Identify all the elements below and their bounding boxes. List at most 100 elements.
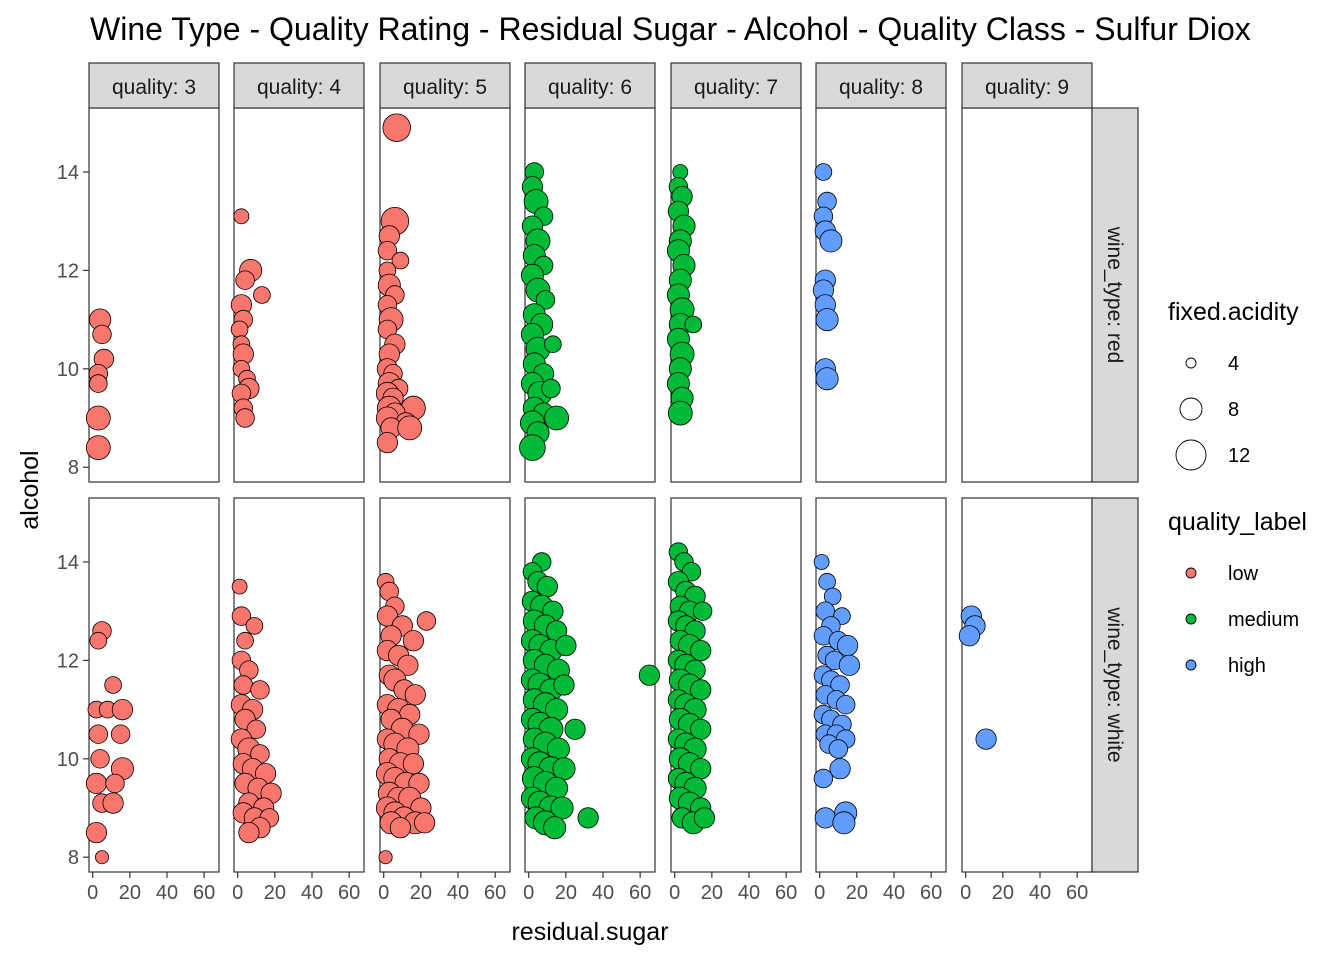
- point-medium-71: [543, 816, 567, 840]
- x-tick-label-4-0: 0: [669, 882, 680, 904]
- point-low-134: [413, 812, 436, 834]
- y-tick-label-0-10: 10: [57, 359, 79, 381]
- size-legend-key-4: [1185, 357, 1197, 369]
- row-strip-0: [1091, 107, 1139, 483]
- point-medium-54: [564, 718, 586, 740]
- point-low-13: [88, 724, 109, 744]
- series-low: [85, 113, 437, 865]
- point-low-12: [111, 698, 134, 721]
- point-low-65: [238, 821, 260, 844]
- x-tick-label-0-20: 20: [119, 882, 141, 904]
- x-tick-label-6-60: 60: [1066, 882, 1088, 904]
- col-strip-4: [670, 62, 802, 109]
- point-high-22: [838, 654, 861, 676]
- point-low-4: [89, 374, 108, 393]
- point-high-28: [836, 695, 856, 715]
- series-high: [812, 163, 997, 835]
- point-high-41: [832, 811, 856, 835]
- point-medium-20: [541, 378, 561, 399]
- x-tick-label-1-0: 0: [232, 882, 243, 904]
- point-low-44: [233, 675, 254, 695]
- point-medium-26: [519, 434, 546, 461]
- col-strip-label-0: quality: 3: [112, 76, 196, 99]
- point-high-0: [814, 163, 833, 181]
- point-low-45: [250, 680, 270, 700]
- x-tick-label-5-0: 0: [814, 882, 825, 904]
- color-legend-label-medium: medium: [1228, 609, 1299, 631]
- point-high-38: [813, 768, 834, 789]
- y-tick-label-1-14: 14: [57, 552, 79, 574]
- x-tick-label-1-40: 40: [301, 882, 323, 904]
- point-low-14: [110, 724, 131, 744]
- y-axis-title: alcohol: [16, 450, 44, 529]
- x-tick-label-5-20: 20: [846, 882, 868, 904]
- point-medium-15: [544, 335, 562, 354]
- x-tick-label-0-0: 0: [87, 882, 98, 904]
- point-low-17: [85, 772, 108, 795]
- point-high-44: [958, 625, 981, 647]
- col-strip-label-4: quality: 7: [694, 76, 778, 99]
- y-tick-label-1-12: 12: [57, 650, 79, 672]
- point-low-15: [90, 749, 110, 769]
- point-high-8: [815, 308, 839, 332]
- point-low-8: [89, 631, 108, 650]
- point-low-21: [85, 821, 108, 844]
- point-medium-72: [577, 807, 599, 829]
- point-low-25: [235, 270, 255, 290]
- col-strip-3: [524, 62, 656, 109]
- point-low-97: [416, 611, 437, 631]
- x-tick-label-2-20: 20: [410, 882, 432, 904]
- point-low-26: [253, 286, 271, 304]
- x-tick-label-3-60: 60: [629, 882, 651, 904]
- x-tick-label-2-60: 60: [484, 882, 506, 904]
- x-axis-title: residual.sugar: [511, 918, 668, 946]
- col-strip-0: [88, 62, 220, 109]
- x-tick-label-3-40: 40: [592, 882, 614, 904]
- facet-panel-0-5: [815, 107, 947, 483]
- point-medium-92: [667, 400, 693, 426]
- point-medium-40: [555, 634, 577, 657]
- point-medium-107: [690, 639, 712, 662]
- x-tick-label-3-0: 0: [523, 882, 534, 904]
- y-tick-label-1-10: 10: [57, 749, 79, 771]
- point-low-22: [95, 850, 110, 865]
- col-strip-1: [233, 62, 365, 109]
- size-legend-label-12: 12: [1228, 445, 1250, 467]
- color-legend-title: quality_label: [1168, 508, 1307, 536]
- x-tick-label-5-40: 40: [883, 882, 905, 904]
- facet-panel-0-4: [670, 107, 802, 483]
- x-tick-label-6-20: 20: [992, 882, 1014, 904]
- point-low-23: [233, 208, 250, 225]
- point-low-103: [397, 654, 419, 676]
- point-low-1: [92, 324, 112, 345]
- x-tick-label-2-40: 40: [447, 882, 469, 904]
- color-legend-key-high: [1185, 659, 1197, 671]
- facet-panel-1-6: [961, 497, 1093, 873]
- size-legend-key-8: [1179, 397, 1203, 421]
- col-strip-label-2: quality: 5: [403, 76, 487, 99]
- col-strip-6: [961, 62, 1093, 109]
- col-strip-label-5: quality: 8: [839, 76, 923, 99]
- point-low-18: [105, 773, 125, 794]
- color-legend-key-medium: [1185, 613, 1197, 625]
- x-tick-label-6-0: 0: [960, 882, 971, 904]
- x-tick-label-4-20: 20: [701, 882, 723, 904]
- col-strip-label-6: quality: 9: [985, 76, 1069, 99]
- size-legend-key-12: [1175, 439, 1207, 471]
- point-high-13: [823, 587, 842, 606]
- row-strip-label-0: wine_type: red: [1103, 226, 1126, 364]
- facet-panel-0-0: [88, 107, 220, 483]
- point-medium-101: [692, 601, 713, 621]
- point-medium-30: [536, 575, 558, 598]
- col-strip-label-3: quality: 6: [548, 76, 632, 99]
- facet-panels: quality: 3 quality: 4 quality: 5 quality: 6…: [85, 62, 1139, 873]
- row-strip-label-1: wine_type: white: [1103, 606, 1126, 762]
- x-tick-label-0-60: 60: [193, 882, 215, 904]
- point-high-36: [828, 739, 849, 759]
- x-tick-label-6-40: 40: [1029, 882, 1051, 904]
- x-tick-label-3-20: 20: [555, 882, 577, 904]
- point-low-29: [230, 320, 249, 339]
- point-high-39: [814, 807, 836, 829]
